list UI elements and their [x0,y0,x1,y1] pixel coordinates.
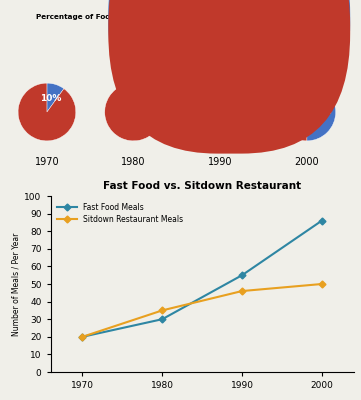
Wedge shape [18,83,76,141]
Fast Food Meals [320,218,324,223]
Sitdown Restaurant Meals [160,308,164,313]
Fast Food Meals [240,273,244,278]
Wedge shape [191,83,244,141]
Wedge shape [278,83,307,141]
Text: 1980: 1980 [121,157,146,167]
Sitdown Restaurant Meals [320,282,324,286]
Wedge shape [134,83,157,112]
Sitdown Restaurant Meals [80,334,84,339]
Text: Home Cooking: Home Cooking [123,25,182,31]
Y-axis label: Number of Meals / Per Year: Number of Meals / Per Year [11,232,20,336]
Text: 1990: 1990 [208,157,232,167]
Legend: Fast Food Meals, Sitdown Restaurant Meals: Fast Food Meals, Sitdown Restaurant Meal… [55,200,186,227]
Title: Fast Food vs. Sitdown Restaurant: Fast Food vs. Sitdown Restaurant [103,181,301,191]
Text: Percentage of Food Budget Spent on Restaurant Meals: Percentage of Food Budget Spent on Resta… [36,14,261,20]
Wedge shape [105,83,162,141]
Line: Fast Food Meals: Fast Food Meals [80,218,324,339]
Text: 2000: 2000 [295,157,319,167]
Text: 15%: 15% [129,95,151,104]
Sitdown Restaurant Meals [240,289,244,294]
Text: 35%: 35% [222,101,243,110]
Text: 50%: 50% [310,108,331,116]
Wedge shape [47,83,64,112]
Text: 10%: 10% [40,94,62,103]
Wedge shape [307,83,336,141]
Fast Food Meals [160,317,164,322]
Text: 1970: 1970 [35,157,59,167]
Fast Food Meals [80,334,84,339]
Wedge shape [220,83,249,129]
Line: Sitdown Restaurant Meals: Sitdown Restaurant Meals [80,282,324,339]
